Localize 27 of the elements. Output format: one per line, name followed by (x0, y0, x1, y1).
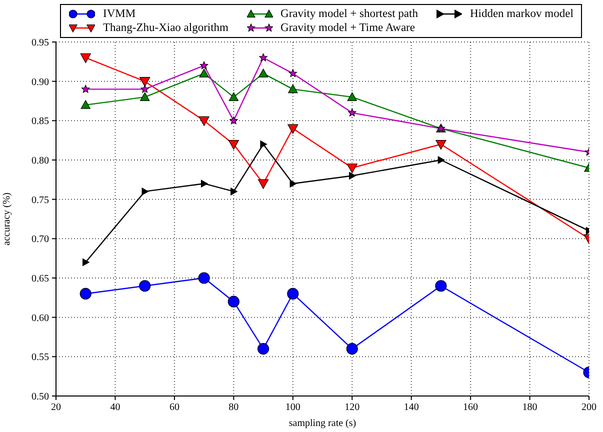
x-tick-label: 60 (169, 402, 180, 414)
legend-label: Hidden markov model (470, 8, 574, 20)
x-tick-label: 40 (110, 402, 120, 414)
x-tick-label: 100 (285, 402, 300, 414)
y-tick-label: 0.90 (32, 76, 49, 88)
legend-label: Gravity model + Time Aware (280, 22, 415, 34)
x-tick-label: 140 (404, 402, 419, 414)
y-tick-label: 0.80 (32, 156, 49, 167)
y-tick-label: 0.55 (32, 352, 49, 364)
legend-label: IVMM (103, 8, 136, 20)
y-tick-label: 0.85 (32, 116, 49, 128)
x-tick-label: 160 (463, 402, 478, 414)
x-tick-label: 20 (51, 402, 61, 414)
legend-label: Gravity model + shortest path (280, 8, 418, 20)
x-tick-label: 120 (344, 402, 360, 414)
y-tick-label: 0.60 (32, 312, 49, 324)
x-tick-label: 80 (228, 402, 239, 414)
y-axis-title: accuracy (%) (2, 192, 13, 246)
x-axis-title: sampling rate (s) (288, 418, 356, 429)
y-tick-label: 0.70 (32, 234, 49, 246)
y-tick-label: 0.50 (32, 392, 49, 403)
y-tick-label: 0.65 (32, 274, 49, 285)
x-tick-label: 200 (582, 402, 596, 414)
y-tick-label: 0.75 (32, 194, 49, 206)
legend-label: Thang-Zhu-Xiao algorithm (103, 22, 229, 34)
y-tick-label: 0.95 (32, 38, 49, 49)
x-tick-label: 180 (522, 402, 538, 414)
